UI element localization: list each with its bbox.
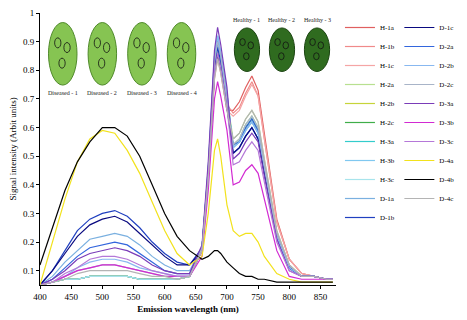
svg-text:H-3a: H-3a [380, 138, 395, 146]
svg-text:H-1b: H-1b [380, 43, 395, 51]
svg-text:Diseased - 3: Diseased - 3 [127, 90, 157, 96]
svg-text:Diseased - 1: Diseased - 1 [48, 90, 78, 96]
svg-text:D-4b: D-4b [439, 176, 454, 184]
svg-text:D-1a: D-1a [380, 195, 395, 203]
svg-text:800: 800 [283, 292, 297, 302]
svg-text:H-3b: H-3b [380, 157, 395, 165]
svg-text:1: 1 [30, 8, 35, 18]
svg-text:D-1b: D-1b [380, 214, 395, 222]
svg-text:0.2: 0.2 [23, 237, 34, 247]
svg-text:700: 700 [220, 292, 234, 302]
svg-text:D-3c: D-3c [439, 138, 453, 146]
svg-text:H-2b: H-2b [380, 100, 395, 108]
svg-text:0.3: 0.3 [23, 209, 35, 219]
svg-text:750: 750 [251, 292, 265, 302]
svg-text:D-4c: D-4c [439, 195, 453, 203]
svg-text:550: 550 [127, 292, 141, 302]
svg-text:650: 650 [189, 292, 203, 302]
svg-text:H-2a: H-2a [380, 81, 395, 89]
svg-text:0.6: 0.6 [23, 123, 35, 133]
svg-text:Healthy - 2: Healthy - 2 [268, 17, 295, 23]
svg-text:H-1a: H-1a [380, 24, 395, 32]
svg-text:0.7: 0.7 [23, 94, 35, 104]
svg-text:Healthy - 1: Healthy - 1 [233, 17, 260, 23]
svg-text:D-2b: D-2b [439, 62, 454, 70]
svg-text:D-2c: D-2c [439, 81, 453, 89]
svg-text:D-3a: D-3a [439, 100, 454, 108]
svg-text:Signal intensity (Arbit units): Signal intensity (Arbit units) [8, 97, 18, 200]
svg-text:D-4a: D-4a [439, 157, 454, 165]
svg-text:H-1c: H-1c [380, 62, 394, 70]
svg-text:Diseased - 2: Diseased - 2 [87, 90, 117, 96]
svg-text:D-3b: D-3b [439, 119, 454, 127]
svg-text:0.1: 0.1 [23, 266, 34, 276]
svg-text:0.8: 0.8 [23, 65, 35, 75]
svg-text:850: 850 [314, 292, 328, 302]
svg-text:D-1c: D-1c [439, 24, 453, 32]
svg-text:H-2c: H-2c [380, 119, 394, 127]
svg-text:Emission wavelength (nm): Emission wavelength (nm) [137, 304, 239, 314]
svg-text:D-2a: D-2a [439, 43, 454, 51]
svg-text:H-3c: H-3c [380, 176, 394, 184]
svg-text:0.9: 0.9 [23, 37, 35, 47]
svg-text:450: 450 [64, 292, 78, 302]
svg-text:Healthy - 3: Healthy - 3 [304, 17, 331, 23]
svg-text:400: 400 [33, 292, 47, 302]
svg-text:0.4: 0.4 [23, 180, 35, 190]
svg-text:Diseased - 4: Diseased - 4 [167, 90, 197, 96]
svg-text:500: 500 [96, 292, 110, 302]
svg-text:600: 600 [158, 292, 172, 302]
svg-text:0.5: 0.5 [23, 151, 35, 161]
